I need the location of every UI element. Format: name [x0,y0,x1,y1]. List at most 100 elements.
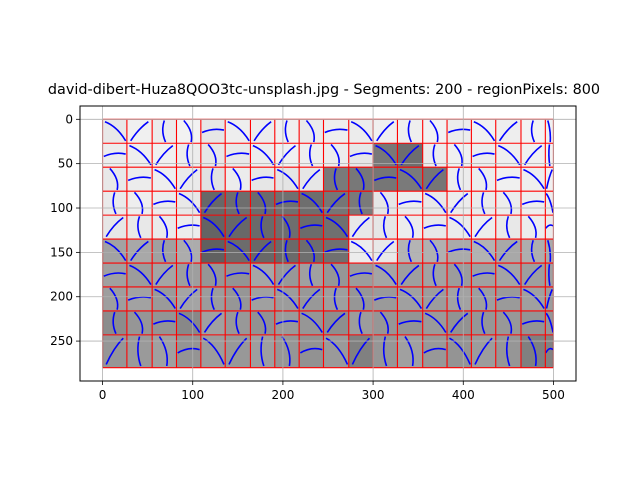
orientation-vector [133,191,144,215]
orientation-vector [301,312,323,333]
orientation-vector [281,336,291,367]
y-axis: 0 50 100 150 200 250 [50,112,80,348]
segment-cell [323,143,349,168]
segment-cell [422,215,448,240]
segment-cell [348,191,374,216]
orientation-vector [496,296,520,301]
orientation-vector [351,216,370,238]
segment-cell [447,239,472,264]
orientation-vector [453,263,463,286]
orientation-vector [404,336,414,367]
orientation-vector [545,169,553,189]
segment-cell [447,334,472,368]
chart-title: david-dibert-Huza8QOO3tc-unsplash.jpg - … [48,82,600,98]
segment-cell [520,286,546,311]
orientation-vector [545,312,554,333]
segment-cell [126,286,153,311]
orientation-vector [498,240,518,262]
orientation-vector [376,121,395,142]
orientation-vector [523,264,543,285]
orientation-vector [253,121,272,142]
segment-cell [323,239,349,264]
orientation-vector [423,347,447,354]
segment-cell [225,143,251,168]
orientation-vector [373,176,397,182]
orientation-vector [228,216,248,238]
orientation-vector [424,192,447,214]
segment-cell [274,334,300,368]
orientation-vector [548,144,551,167]
segment-cell [102,119,127,144]
orientation-vector [299,347,323,354]
segment-cell [102,310,127,335]
orientation-vector [429,119,439,143]
orientation-vector [478,167,488,191]
segment-cell [422,310,448,335]
segment-cell [250,167,275,192]
orientation-vector [308,144,314,167]
orientation-vector [228,337,248,365]
x-tick-label: 200 [271,388,294,402]
x-axis: 0 100 200 300 400 500 [99,381,565,402]
orientation-vector [502,191,513,215]
segment-cell [373,191,398,216]
orientation-vector [423,224,446,230]
segment-cell [126,263,153,287]
segment-cell [274,286,300,311]
orientation-vector [432,263,437,287]
segment-cell [250,310,275,335]
segment-cell [323,334,349,368]
orientation-vector [496,176,520,182]
orientation-vector [379,191,389,215]
orientation-vector [481,311,486,335]
segment-cell [495,143,521,168]
segment-cell [495,286,521,311]
x-tick-label: 300 [362,388,385,402]
y-tick-label: 0 [65,112,73,126]
orientation-vector [450,192,469,214]
orientation-vector [545,289,553,309]
orientation-vector [424,312,447,333]
segment-cell [323,286,349,311]
orientation-vectors [103,119,554,367]
orientation-vector [161,240,167,263]
orientation-vector [210,168,215,191]
segment-cell [274,191,300,216]
orientation-vector [302,168,321,190]
segment-cell [200,215,226,240]
segment-cell [373,143,398,168]
segment-cell [520,119,546,144]
segment-cell [176,263,201,287]
orientation-vector [103,152,126,158]
orientation-vector [547,240,552,262]
orientation-vector [226,272,250,277]
orientation-vector [251,296,274,301]
orientation-vector [473,120,496,142]
orientation-vector [379,311,389,334]
segment-cell [102,286,127,311]
segment-cell [225,263,251,287]
segment-cell [373,215,398,240]
orientation-vector [326,312,346,333]
segment-cell [397,167,423,192]
segment-cell [447,215,472,240]
segment-cell [200,239,226,264]
segment-cell [397,286,423,311]
orientation-vector [521,200,545,206]
segment-cell [495,310,521,335]
orientation-vector [155,145,174,166]
orientation-vector [527,215,537,239]
grid-lines [80,106,576,381]
segment-cell [520,191,546,216]
orientation-vector [523,168,545,190]
segment-cell [545,310,554,335]
segment-cell [447,263,472,287]
orientation-vector [449,216,471,238]
orientation-vector [301,192,323,214]
orientation-vector [130,121,149,142]
orientation-vector [179,168,198,190]
orientation-vector [201,248,225,253]
orientation-vector [137,216,142,239]
segment-cell [471,286,496,311]
orientation-vector [104,120,127,142]
